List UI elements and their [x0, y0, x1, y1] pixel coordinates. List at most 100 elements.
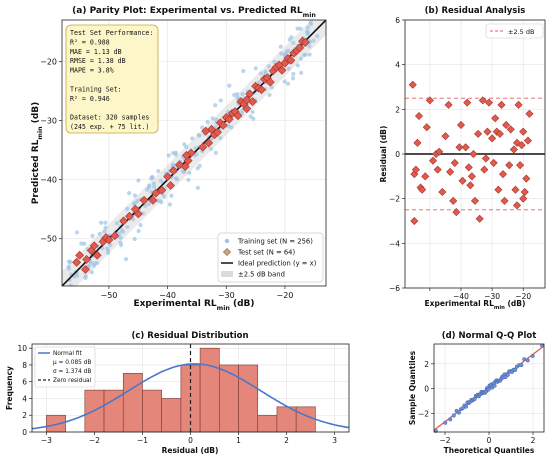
test-point: [181, 150, 191, 160]
train-point: [74, 273, 80, 278]
train-point: [162, 194, 167, 199]
residual-point: [408, 80, 417, 89]
train-point: [91, 263, 97, 268]
test-point: [125, 211, 134, 221]
train-point: [173, 176, 178, 181]
chart-title: (c) Residual Distribution: [132, 331, 249, 341]
legend-box: [217, 232, 324, 283]
y-tick-label: −50: [40, 235, 57, 244]
test-point: [295, 43, 305, 53]
residual-point: [522, 174, 531, 183]
x-tick-label: 2: [531, 436, 536, 445]
train-point: [282, 79, 287, 84]
legend-swatch-band: [221, 271, 233, 277]
test-point: [157, 185, 167, 195]
test-point: [257, 85, 266, 95]
legend-box: [485, 23, 544, 39]
train-point: [267, 92, 272, 98]
test-point: [89, 241, 99, 251]
qq-point: [456, 410, 461, 415]
train-point: [286, 48, 291, 53]
residual-point: [517, 141, 526, 150]
residual-point: [495, 129, 504, 138]
train-point: [184, 144, 189, 150]
x-tick-label: −40: [159, 291, 176, 300]
residual-point: [421, 172, 430, 181]
train-point: [291, 40, 296, 46]
train-point: [143, 203, 148, 208]
train-point: [120, 229, 126, 234]
train-point: [307, 52, 312, 57]
histogram-bar: [142, 389, 162, 433]
train-point: [152, 184, 157, 190]
residual-point: [411, 165, 420, 174]
legend-label-fit: Normal fit: [53, 351, 82, 357]
residual-point: [512, 201, 522, 210]
train-point: [118, 240, 123, 245]
residual-point: [523, 136, 532, 145]
train-point: [229, 125, 234, 130]
test-point: [72, 257, 82, 267]
x-tick-label: −3: [41, 436, 52, 445]
residual-point: [474, 129, 483, 138]
residual-point: [481, 154, 490, 163]
stats-line: Training Set:: [70, 85, 122, 93]
train-point: [114, 220, 120, 226]
x-tick-label: 0: [487, 436, 492, 445]
train-point: [315, 34, 320, 39]
train-point: [305, 30, 311, 35]
train-point: [251, 116, 256, 121]
train-point: [278, 44, 283, 49]
train-point: [95, 260, 100, 266]
train-point: [156, 169, 161, 174]
y-tick-label: 0: [424, 385, 429, 394]
train-point: [290, 76, 296, 81]
train-point: [210, 116, 215, 121]
test-point: [213, 127, 222, 137]
parity-plot-panel: −50 −40 −30 −20 −50 −40 −30 −20 (a) Parity Plot:…: [31, 6, 327, 312]
train-point: [138, 222, 143, 228]
residual-point: [413, 138, 422, 147]
residual-point: [414, 112, 424, 121]
test-point: [104, 235, 114, 245]
residual-point: [520, 187, 529, 196]
train-point: [166, 153, 171, 158]
test-point: [180, 162, 190, 172]
train-point: [266, 64, 271, 69]
test-point: [81, 265, 90, 274]
train-point: [272, 59, 277, 64]
chart-title: (a) Parity Plot: Experimental vs. Predic…: [72, 6, 316, 19]
residual-point: [525, 109, 534, 118]
test-point: [218, 120, 228, 130]
y-tick-label: 0: [22, 428, 27, 437]
y-tick-label: 0: [395, 150, 400, 159]
histogram-bar: [46, 414, 66, 433]
test-point: [82, 254, 92, 264]
train-point: [78, 302, 82, 306]
qq-point: [505, 372, 510, 377]
legend-label-test: Test set (N = 64): [237, 249, 295, 257]
train-point: [126, 191, 132, 196]
train-point: [298, 56, 304, 61]
train-point: [103, 225, 108, 230]
train-point: [173, 150, 178, 155]
train-point: [97, 231, 102, 236]
residual-point: [450, 158, 459, 167]
test-point: [110, 231, 120, 241]
residual-point: [497, 100, 506, 109]
x-tick-label: −2: [89, 436, 100, 445]
qq-plot-panel: −2 0 2 −2 0 2 (d) Normal Q-Q Plot Theoretical Q…: [408, 331, 545, 455]
legend-label-zero: Zero residual: [53, 378, 92, 384]
stats-line: R² = 0.988: [70, 38, 110, 46]
train-point: [295, 63, 300, 68]
train-point: [151, 181, 157, 186]
residual-point: [488, 134, 497, 143]
train-point: [103, 220, 108, 225]
train-point: [117, 231, 122, 236]
test-point: [198, 142, 208, 152]
test-point: [119, 216, 129, 226]
test-point: [151, 188, 161, 198]
y-tick-label: −20: [40, 57, 57, 66]
test-point: [301, 38, 310, 47]
train-point: [213, 103, 218, 108]
